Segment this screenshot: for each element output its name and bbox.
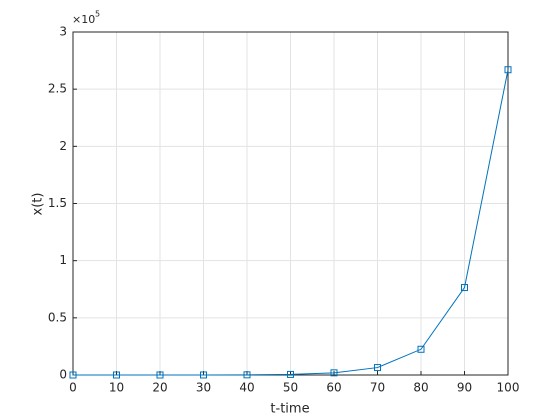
- data-line: [72, 69, 509, 376]
- x-tick-label: 30: [196, 381, 211, 395]
- y-tick-label: 0: [59, 368, 67, 382]
- x-axis-label: t-time: [270, 402, 309, 417]
- marker: [200, 371, 207, 379]
- y-exponent: 5: [95, 10, 100, 19]
- y-axis-label: x(t): [31, 193, 46, 216]
- y-tick-label: 2: [59, 139, 67, 153]
- y-tick-label: 1.5: [48, 196, 67, 210]
- y-tick-label: 2.5: [48, 82, 67, 96]
- marker: [287, 370, 294, 378]
- marker: [69, 371, 77, 379]
- y-tick-label: 0.5: [48, 310, 67, 324]
- marker: [243, 371, 251, 379]
- x-tick-label: 60: [326, 381, 341, 395]
- x-tick-label: 50: [283, 381, 298, 395]
- marker: [417, 345, 425, 353]
- y-tick-label: 1: [59, 253, 67, 267]
- marker: [374, 364, 381, 372]
- y-tick-label: 3: [59, 25, 67, 39]
- x-tick-label: 90: [457, 381, 472, 395]
- marker: [330, 369, 338, 377]
- x-tick-label: 20: [152, 381, 167, 395]
- marker: [113, 371, 120, 379]
- x-tick-label: 0: [69, 381, 77, 395]
- marker: [156, 371, 164, 379]
- x-tick-label: 80: [413, 381, 428, 395]
- y-exponent-base: ×10: [72, 13, 95, 26]
- x-tick-label: 100: [497, 381, 520, 395]
- axes-box: [72, 31, 509, 376]
- x-tick-label: 10: [109, 381, 124, 395]
- x-tick-label: 40: [239, 381, 254, 395]
- marker: [461, 284, 468, 292]
- x-tick-label: 70: [370, 381, 385, 395]
- marker: [504, 66, 512, 74]
